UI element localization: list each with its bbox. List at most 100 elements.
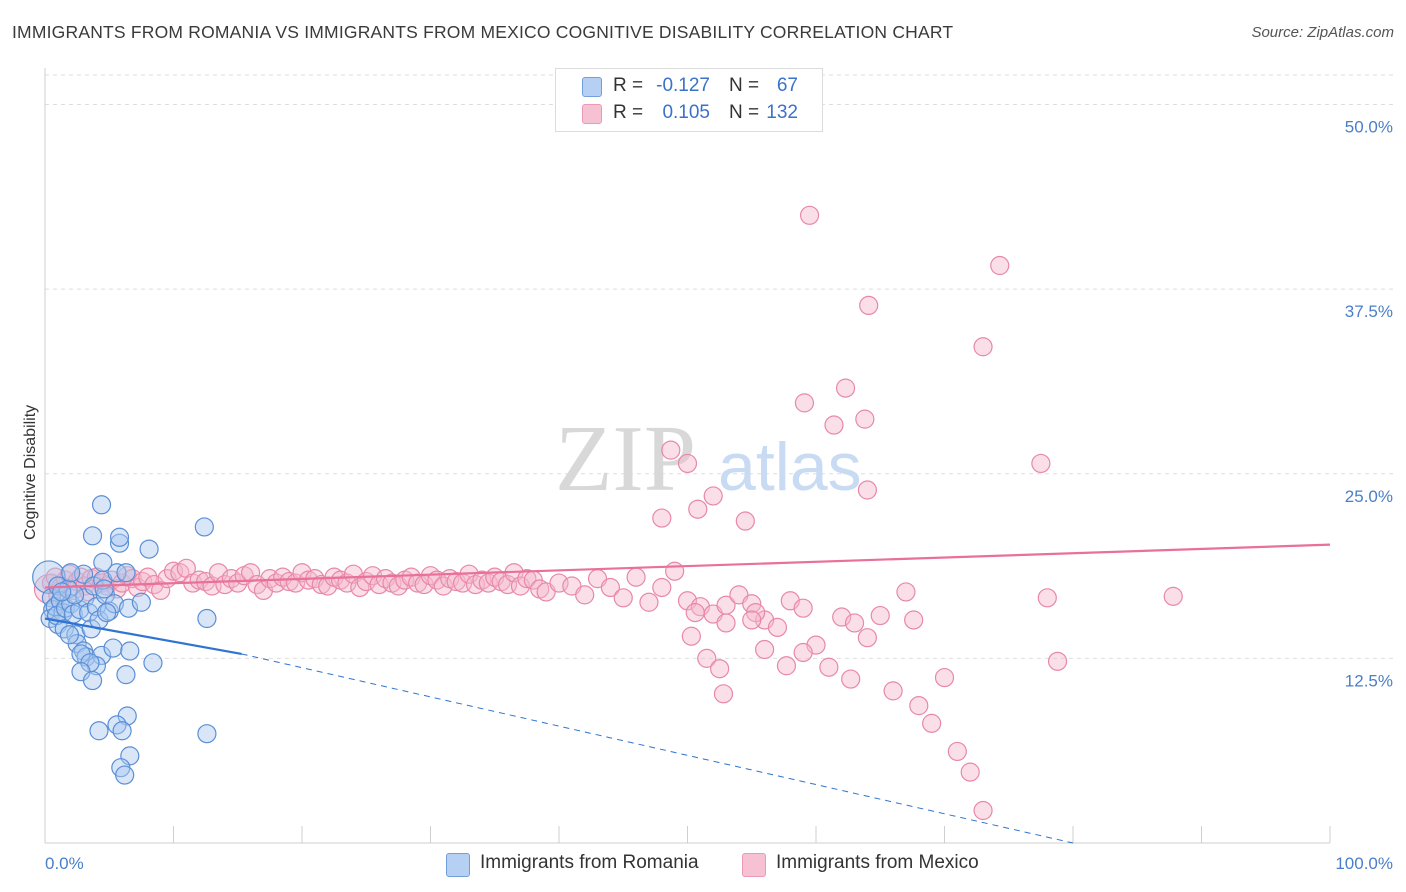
- x-tick-label: 100.0%: [1335, 854, 1393, 873]
- point-mexico: [665, 561, 685, 581]
- point-romania: [143, 653, 163, 673]
- point-mexico: [697, 648, 717, 668]
- y-axis-label: Cognitive Disability: [22, 405, 39, 540]
- trendline-mexico: [44, 543, 1331, 589]
- point-mexico: [819, 657, 839, 677]
- point-romania: [120, 641, 140, 661]
- point-mexico: [794, 393, 815, 413]
- point-mexico: [735, 511, 755, 531]
- point-mexico: [870, 605, 890, 626]
- point-mexico: [1037, 588, 1057, 608]
- r-label: R =: [613, 102, 644, 123]
- point-mexico: [716, 613, 736, 633]
- point-mexico: [710, 659, 730, 679]
- point-mexico: [841, 669, 861, 689]
- point-mexico: [883, 681, 903, 701]
- point-mexico: [742, 610, 762, 630]
- point-romania: [91, 495, 112, 515]
- point-romania: [197, 608, 217, 629]
- point-mexico: [767, 617, 788, 637]
- point-mexico: [776, 656, 797, 676]
- point-mexico: [973, 337, 993, 357]
- r-value: 0.105: [662, 102, 710, 123]
- point-mexico: [824, 415, 844, 435]
- point-mexico: [859, 295, 879, 315]
- point-romania: [82, 670, 103, 691]
- n-value: 67: [776, 75, 798, 96]
- point-mexico: [652, 508, 672, 528]
- series-romania: [32, 495, 217, 785]
- n-label: N =: [729, 75, 760, 96]
- point-mexico: [844, 613, 865, 633]
- point-mexico: [1031, 453, 1051, 474]
- point-mexico: [600, 577, 621, 598]
- point-mexico: [896, 582, 916, 602]
- point-mexico: [904, 610, 924, 630]
- point-romania: [97, 602, 117, 623]
- series-mexico: [33, 205, 1183, 821]
- trendline-romania: [44, 617, 242, 656]
- point-romania: [116, 665, 136, 685]
- y-tick-label: 37.5%: [1345, 302, 1393, 321]
- point-mexico: [835, 378, 856, 398]
- point-romania: [103, 638, 123, 658]
- point-romania: [94, 579, 114, 599]
- point-mexico: [754, 639, 775, 660]
- point-mexico: [799, 205, 820, 225]
- point-mexico: [855, 409, 875, 429]
- legend-swatch-mexico: [742, 853, 766, 877]
- legend-row-mexico: R = 0.105 N = 132: [556, 101, 822, 127]
- point-mexico: [685, 602, 705, 623]
- point-mexico: [681, 626, 701, 646]
- legend-row-romania: R = -0.127 N = 67: [556, 74, 822, 100]
- legend-swatch-mexico: [582, 104, 602, 124]
- point-romania: [109, 527, 130, 547]
- n-value: 132: [766, 102, 798, 123]
- chart-title: IMMIGRANTS FROM ROMANIA VS IMMIGRANTS FR…: [12, 22, 954, 42]
- point-mexico: [151, 580, 171, 601]
- axes: [44, 68, 1331, 844]
- point-mexico: [613, 588, 633, 608]
- point-mexico: [661, 440, 681, 460]
- point-mexico: [228, 573, 248, 593]
- point-mexico: [575, 585, 595, 605]
- point-mexico: [793, 598, 813, 618]
- point-romania: [93, 552, 113, 572]
- point-mexico: [793, 642, 813, 663]
- point-mexico: [517, 569, 537, 589]
- point-romania: [61, 563, 81, 583]
- source-label: Source: ZipAtlas.com: [1251, 24, 1394, 41]
- point-mexico: [973, 800, 993, 821]
- point-romania: [32, 560, 66, 594]
- point-romania: [59, 625, 80, 645]
- point-mexico: [703, 486, 723, 506]
- tick-labels: 12.5% 25.0% 37.5% 50.0% 0.0% 100.0%: [45, 118, 1393, 873]
- point-romania: [52, 582, 72, 602]
- point-mexico: [688, 499, 708, 519]
- point-mexico: [138, 567, 158, 587]
- point-mexico: [909, 696, 929, 716]
- y-tick-label: 25.0%: [1345, 487, 1393, 506]
- point-romania: [107, 715, 127, 735]
- r-label: R =: [613, 75, 644, 96]
- point-mexico: [713, 684, 734, 704]
- point-romania: [194, 517, 214, 537]
- trend-lines: [44, 543, 1331, 844]
- y-tick-label: 50.0%: [1345, 118, 1393, 137]
- point-romania: [54, 619, 74, 639]
- point-romania: [109, 533, 130, 553]
- point-romania: [82, 526, 103, 546]
- legend-swatch-romania: [582, 77, 602, 97]
- point-romania: [91, 645, 112, 666]
- point-mexico: [677, 453, 698, 474]
- point-mexico: [990, 255, 1010, 276]
- point-romania: [115, 765, 135, 785]
- point-romania: [116, 563, 136, 583]
- point-mexico: [639, 592, 659, 612]
- point-mexico: [947, 741, 967, 762]
- legend-label-romania: Immigrants from Romania: [480, 852, 699, 873]
- point-mexico: [857, 480, 878, 500]
- y-tick-label: 12.5%: [1345, 671, 1393, 690]
- point-romania: [89, 721, 109, 741]
